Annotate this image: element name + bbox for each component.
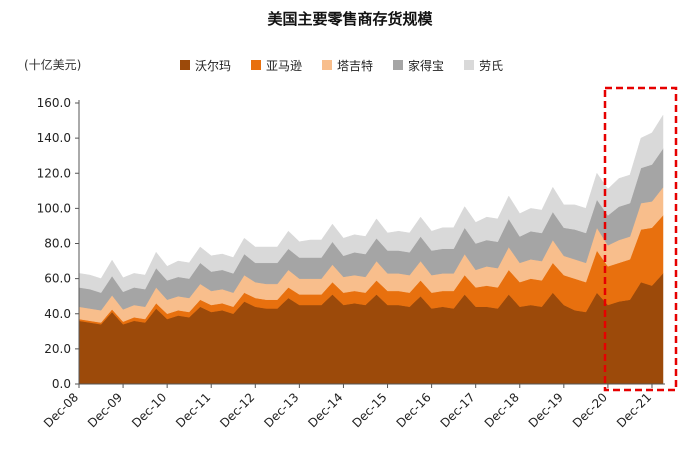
- y-tick-label: 60.0: [44, 272, 71, 286]
- y-tick-label: 160.0: [37, 96, 71, 110]
- y-axis-unit-label: (十亿美元): [24, 58, 82, 72]
- x-tick-label: Dec-19: [526, 390, 566, 430]
- legend-label: 沃尔玛: [195, 58, 232, 73]
- y-tick-label: 20.0: [44, 342, 71, 356]
- legend-label: 塔吉特: [337, 58, 374, 73]
- y-tick-label: 0.0: [52, 377, 71, 391]
- y-tick-label: 120.0: [37, 166, 71, 180]
- legend-item: 沃尔玛: [180, 57, 231, 74]
- legend-swatch: [180, 60, 190, 70]
- legend-swatch: [464, 60, 475, 70]
- legend-label: 劳氏: [479, 58, 504, 73]
- legend-item: 劳氏: [464, 57, 503, 74]
- x-tick-label: Dec-17: [438, 390, 478, 430]
- legend-item: 塔吉特: [322, 57, 373, 74]
- x-tick-label: Dec-21: [614, 390, 654, 430]
- legend-swatch: [393, 60, 404, 70]
- x-tick-label: Dec-08: [41, 390, 81, 430]
- y-tick-label: 140.0: [37, 131, 71, 145]
- x-tick-label: Dec-11: [173, 390, 213, 430]
- x-tick-label: Dec-09: [85, 390, 125, 430]
- y-tick-label: 100.0: [37, 201, 71, 215]
- legend-swatch: [322, 60, 333, 70]
- x-tick-label: Dec-12: [217, 390, 257, 430]
- x-tick-label: Dec-13: [261, 390, 301, 430]
- chart-legend: 沃尔玛 亚马逊 塔吉特 家得宝 劳氏: [180, 56, 523, 74]
- legend-label: 家得宝: [408, 58, 445, 73]
- series-area: [78, 114, 664, 293]
- legend-item: 亚马逊: [251, 57, 302, 74]
- legend-swatch: [251, 60, 262, 70]
- chart-title: 美国主要零售商存货规模: [267, 10, 433, 28]
- x-tick-label: Dec-18: [482, 390, 522, 430]
- highlight-box: [603, 86, 678, 392]
- legend-item: 家得宝: [393, 57, 444, 74]
- x-tick-label: Dec-16: [394, 390, 434, 430]
- y-tick-label: 80.0: [44, 237, 71, 251]
- legend-label: 亚马逊: [266, 58, 303, 73]
- x-tick-label: Dec-14: [305, 390, 345, 430]
- x-tick-label: Dec-15: [349, 390, 389, 430]
- x-tick-label: Dec-20: [570, 390, 610, 430]
- x-tick-label: Dec-10: [129, 390, 169, 430]
- y-tick-label: 40.0: [44, 307, 71, 321]
